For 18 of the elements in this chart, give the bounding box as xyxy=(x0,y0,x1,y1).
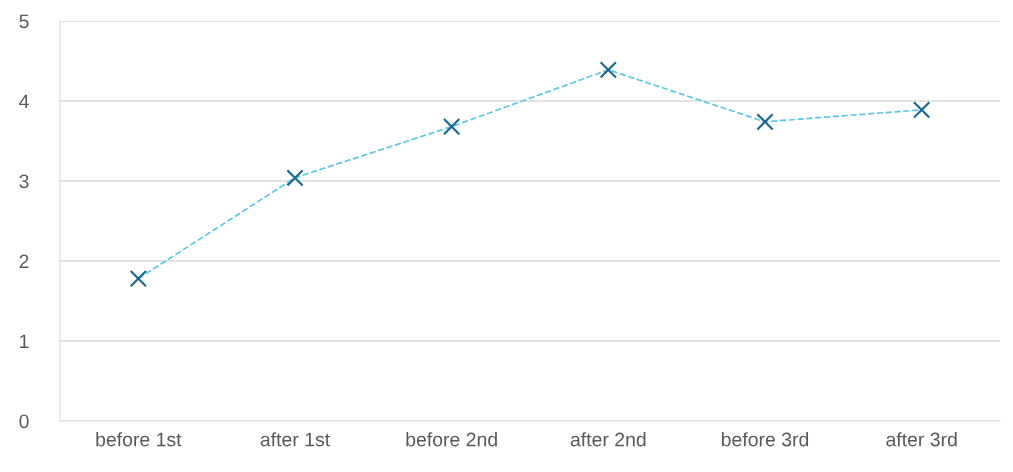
x-tick-label: before 2nd xyxy=(406,432,497,447)
point xyxy=(912,101,931,119)
point xyxy=(286,169,304,187)
point xyxy=(129,269,148,288)
x-tick-label: after 1st xyxy=(260,432,330,447)
x-tick-label: before 1st xyxy=(96,432,182,447)
y-tick-label: 5 xyxy=(19,14,29,29)
x-tick-label: before 3rd xyxy=(721,432,809,447)
y-tick-label: 2 xyxy=(19,254,29,269)
point xyxy=(442,117,461,136)
point xyxy=(599,61,618,79)
y-tick-label: 3 xyxy=(19,174,29,189)
x-tick-label: after 3rd xyxy=(886,432,957,447)
point xyxy=(756,113,774,131)
y-tick-label: 4 xyxy=(19,94,29,109)
y-tick-label: 0 xyxy=(19,414,29,429)
x-tick-label: after 2nd xyxy=(570,432,646,447)
y-tick-label: 1 xyxy=(20,334,29,349)
